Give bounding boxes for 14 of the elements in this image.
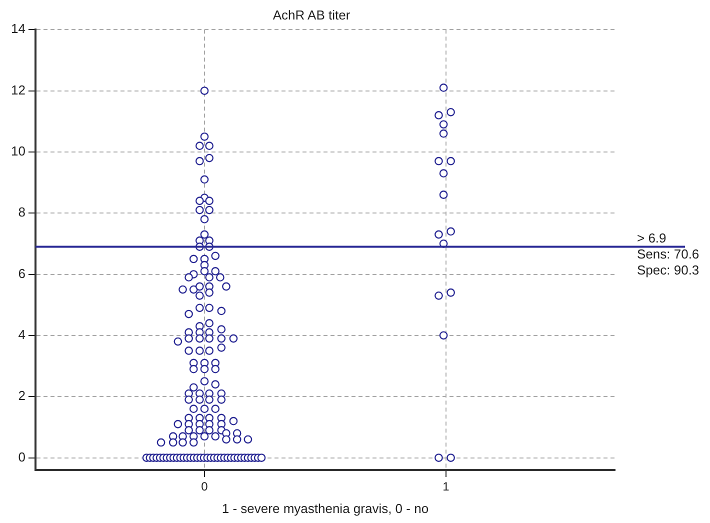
x-axis-title: 1 - severe myasthenia gravis, 0 - no — [222, 500, 429, 516]
chart-title: AchR AB titer — [272, 7, 351, 22]
x-tick-label: 1 — [442, 480, 450, 494]
y-tick-label: 12 — [10, 82, 26, 98]
y-tick-label: 10 — [10, 144, 26, 159]
y-tick-label: 8 — [18, 204, 26, 220]
text: Sens: 70.6 — [637, 246, 700, 262]
y-tick-label: 2 — [18, 388, 26, 404]
ref-line-label: > 6.9 — [637, 230, 666, 246]
y-tick-label: 6 — [18, 266, 26, 281]
text: Spec: 90.3 — [637, 262, 700, 278]
y-tick-label: 14 — [10, 21, 26, 36]
y-tick-label: 0 — [18, 449, 26, 464]
y-tick-label: 4 — [18, 327, 26, 342]
